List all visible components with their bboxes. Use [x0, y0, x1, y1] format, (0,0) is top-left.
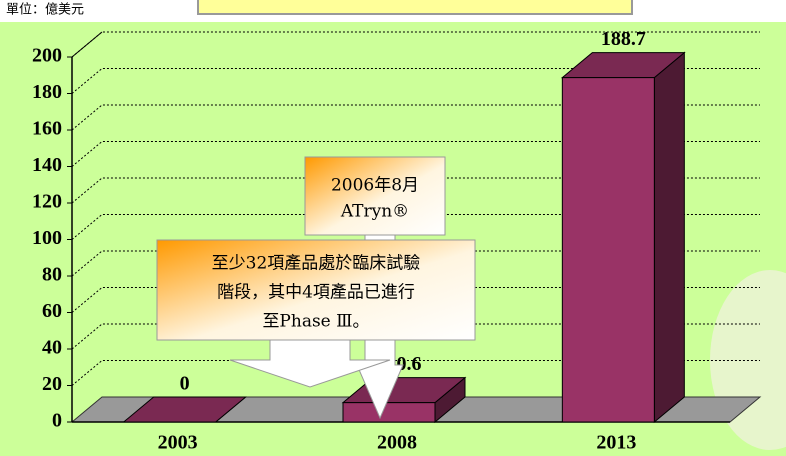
grid-line [71, 287, 760, 313]
y-tick-label: 80 [42, 264, 62, 286]
y-tick-label: 0 [52, 410, 62, 432]
x-tick-label: 2003 [158, 432, 198, 454]
annotation-text: 至少32項產品處於臨床試驗 [212, 254, 421, 274]
callout-box [304, 156, 446, 236]
annotation-text: 階段，其中4項產品已進行 [217, 283, 415, 303]
annotation-text: ATryn® [340, 202, 409, 222]
y-tick-label: 100 [32, 227, 62, 249]
grid-line [71, 68, 760, 94]
grid-line [71, 104, 760, 131]
grid-line [71, 250, 760, 277]
annotation-text: 至Phase Ⅲ。 [262, 312, 369, 332]
grid-line [71, 214, 760, 240]
y-tick-label: 200 [32, 45, 62, 67]
annotations: 2006年8月 ATryn® 至少32項產品處於臨床試驗階段，其中4項產品已進行至P… [156, 156, 476, 420]
value-label: 188.7 [601, 28, 646, 50]
bar-side [653, 51, 685, 424]
y-tick-label: 120 [32, 191, 62, 213]
y-tick-label: 20 [42, 373, 62, 395]
y-tick-label: 40 [42, 337, 62, 359]
y-tick-label: 140 [32, 154, 62, 176]
x-tick-label: 2013 [596, 432, 636, 454]
plot-area: 02040608010012014016018020020030200810.6… [32, 28, 762, 454]
unit-label: 單位：億美元 [6, 2, 84, 18]
grid-line [71, 177, 760, 204]
bar [561, 77, 655, 423]
callout-arrow [229, 339, 391, 388]
bar [342, 402, 436, 423]
grid-line [71, 360, 760, 386]
title-box [197, 0, 633, 15]
annotation-text: 2006年8月 [331, 176, 419, 196]
grid-line [71, 141, 760, 167]
y-tick-label: 180 [32, 81, 62, 103]
grid-line [71, 323, 760, 350]
y-tick-label: 160 [32, 118, 62, 140]
value-label: 0 [180, 373, 190, 395]
x-tick-label: 2008 [377, 432, 417, 454]
y-tick-label: 60 [42, 300, 62, 322]
callout-box [156, 239, 476, 341]
bar-top [122, 396, 248, 423]
grid-line [71, 31, 760, 58]
